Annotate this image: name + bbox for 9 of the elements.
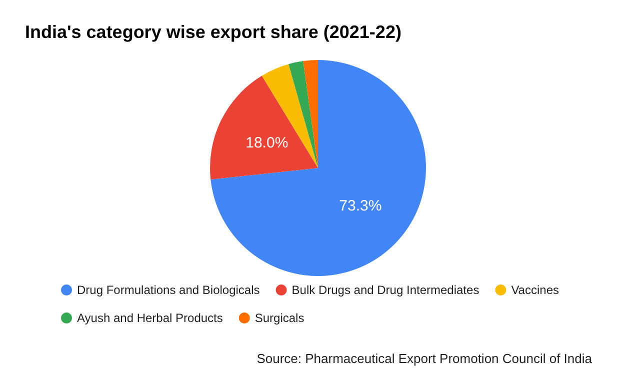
legend-label: Surgicals <box>254 311 304 325</box>
data-label: 18.0% <box>246 134 288 152</box>
data-label: 73.3% <box>339 198 382 215</box>
source-note: Source: Pharmaceutical Export Promotion Council of India <box>256 351 593 366</box>
chart-title: India's category wise export share (2021-22) <box>25 22 402 42</box>
legend-label: Bulk Drugs and Drug Intermediates <box>292 283 480 297</box>
legend-label: Ayush and Herbal Products <box>77 311 223 325</box>
legend-label: Drug Formulations and Biologicals <box>77 283 260 297</box>
legend-label: Vaccines <box>511 283 559 297</box>
